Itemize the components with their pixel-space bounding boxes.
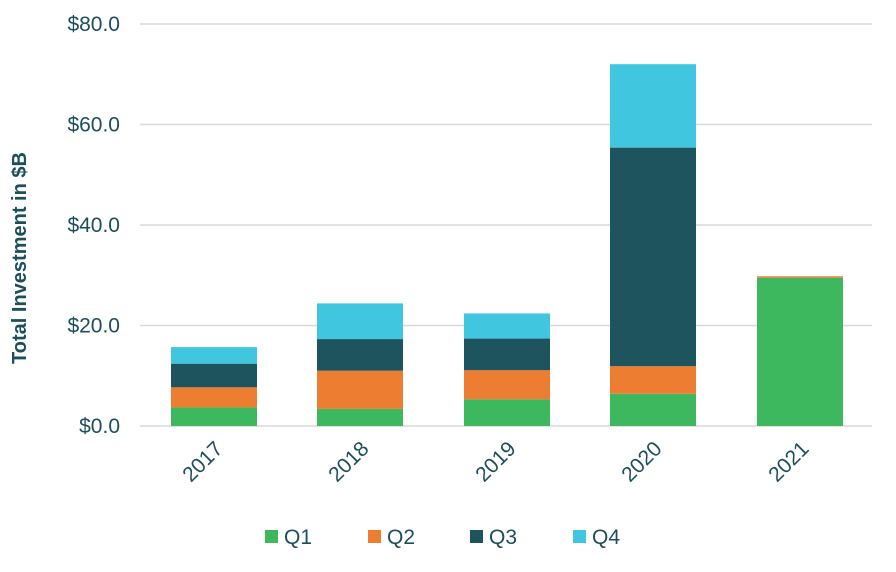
bar-segment-q1-2017 bbox=[171, 407, 257, 426]
bar-segment-q2-2018 bbox=[317, 370, 403, 409]
bar-segment-q3-2018 bbox=[317, 339, 403, 371]
legend: Q1 Q2 Q3 Q4 bbox=[265, 526, 620, 549]
bar-segment-q2-2019 bbox=[464, 370, 550, 400]
bar-segment-q2-2020 bbox=[610, 366, 696, 394]
bar-segment-q3-2020 bbox=[610, 147, 696, 367]
x-tick-label: 2018 bbox=[324, 437, 373, 486]
y-tick-label: $20.0 bbox=[67, 315, 120, 338]
bar-segment-q2-2017 bbox=[171, 387, 257, 408]
x-tick-label: 2017 bbox=[178, 437, 227, 486]
legend-swatch bbox=[368, 530, 381, 543]
y-axis-ticks: $0.0 $20.0 $40.0 $60.0 $80.0 bbox=[67, 13, 120, 438]
bar-segment-q3-2017 bbox=[171, 363, 257, 388]
bar-segment-q1-2020 bbox=[610, 393, 696, 426]
bar-segment-q4-2018 bbox=[317, 303, 403, 340]
legend-item-q3: Q3 bbox=[470, 526, 517, 549]
bar-segment-q3-2019 bbox=[464, 338, 550, 371]
legend-label: Q4 bbox=[592, 526, 620, 549]
bar-segment-q4-2020 bbox=[610, 64, 696, 148]
legend-item-q2: Q2 bbox=[368, 526, 415, 549]
y-tick-label: $60.0 bbox=[67, 114, 120, 137]
y-axis-title: Total Investment in $B bbox=[9, 152, 31, 364]
bars bbox=[171, 64, 843, 426]
y-tick-label: $0.0 bbox=[79, 415, 120, 438]
x-axis-ticks: 2017 2018 2019 2020 2021 bbox=[178, 437, 813, 486]
y-tick-label: $80.0 bbox=[67, 13, 120, 36]
legend-item-q1: Q1 bbox=[265, 526, 312, 549]
legend-label: Q3 bbox=[489, 526, 517, 549]
legend-swatch bbox=[265, 530, 278, 543]
x-tick-label: 2021 bbox=[764, 437, 813, 486]
x-tick-label: 2019 bbox=[471, 437, 520, 486]
bar-segment-q1-2021 bbox=[757, 277, 843, 426]
legend-swatch bbox=[470, 530, 483, 543]
legend-swatch bbox=[573, 530, 586, 543]
bar-segment-q1-2018 bbox=[317, 408, 403, 426]
legend-label: Q1 bbox=[284, 526, 312, 549]
y-tick-label: $40.0 bbox=[67, 214, 120, 237]
bar-segment-q4-2017 bbox=[171, 347, 257, 364]
bar-segment-q1-2019 bbox=[464, 399, 550, 426]
gridlines bbox=[140, 23, 872, 427]
bar-segment-q2-2021 bbox=[757, 276, 843, 278]
bar-segment-q4-2019 bbox=[464, 313, 550, 339]
legend-label: Q2 bbox=[387, 526, 415, 549]
x-tick-label: 2020 bbox=[617, 437, 666, 486]
legend-item-q4: Q4 bbox=[573, 526, 620, 549]
